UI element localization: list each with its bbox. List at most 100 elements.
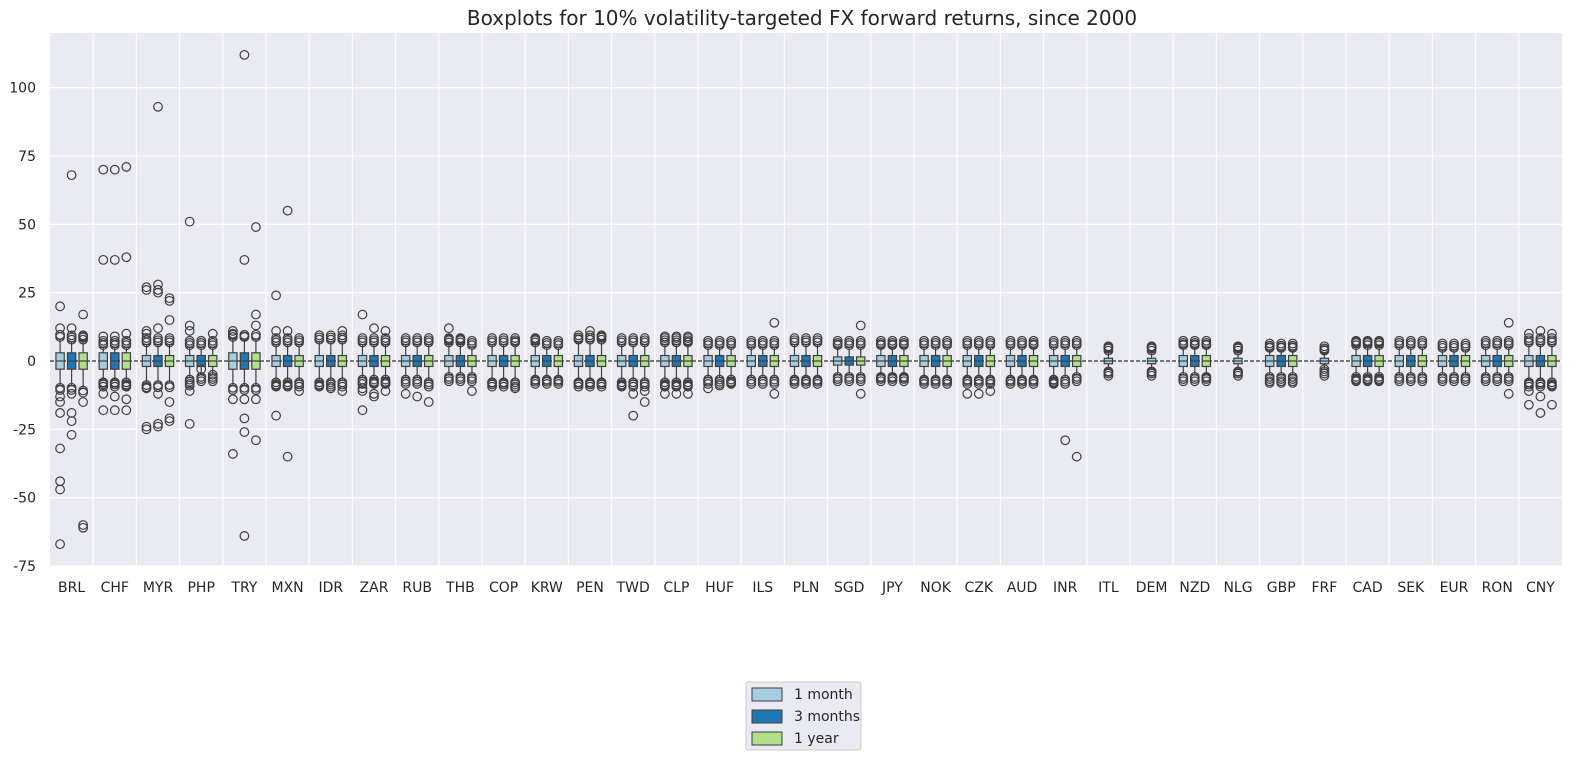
boxplot-RUB-1-month bbox=[400, 333, 411, 399]
outlier-point bbox=[875, 339, 886, 350]
outlier-point bbox=[962, 388, 973, 399]
outlier-point bbox=[1103, 342, 1114, 353]
outlier-point bbox=[196, 364, 207, 375]
x-tick-label: TRY bbox=[230, 580, 257, 596]
outlier-point bbox=[616, 333, 627, 343]
outlier-point bbox=[844, 335, 855, 346]
outlier-point bbox=[769, 379, 780, 389]
outlier-point bbox=[1201, 339, 1212, 350]
outlier-point bbox=[1523, 386, 1534, 396]
outlier-point bbox=[184, 320, 195, 331]
outlier-point bbox=[498, 377, 509, 388]
outlier-point bbox=[757, 379, 768, 389]
outlier-point bbox=[55, 329, 65, 340]
outlier-point bbox=[639, 397, 650, 407]
boxplot-CNY-1-year bbox=[1547, 328, 1557, 410]
boxplot-TRY-1-year bbox=[251, 222, 261, 446]
outlier-point bbox=[1374, 375, 1385, 386]
outlier-point bbox=[1523, 399, 1534, 410]
outlier-point bbox=[184, 326, 195, 336]
x-tick-label: CNY bbox=[1526, 580, 1555, 596]
outlier-point bbox=[930, 375, 941, 386]
outlier-point bbox=[1264, 377, 1275, 388]
outlier-point bbox=[585, 381, 595, 392]
outlier-point bbox=[227, 394, 238, 405]
outlier-point bbox=[314, 330, 325, 341]
outlier-point bbox=[769, 317, 780, 328]
boxplot-TWD-1-year bbox=[639, 333, 650, 407]
outlier-point bbox=[121, 252, 132, 263]
boxplot-PLN-1-year bbox=[812, 333, 823, 389]
x-tick-label: IDR bbox=[318, 580, 343, 596]
boxplot-RON-1-month bbox=[1480, 335, 1491, 387]
legend-label: 1 month bbox=[794, 687, 853, 703]
outlier-point bbox=[423, 381, 434, 392]
boxplot-CHF-3-months bbox=[109, 164, 120, 416]
outlier-point bbox=[812, 379, 823, 389]
outlier-point bbox=[1017, 379, 1027, 389]
outlier-point bbox=[1178, 335, 1189, 346]
x-tick-label: CAD bbox=[1353, 580, 1383, 596]
outlier-point bbox=[1460, 338, 1471, 349]
x-tick-label: NLG bbox=[1223, 580, 1252, 596]
x-tick-label: JPY bbox=[881, 580, 903, 596]
outlier-point bbox=[400, 379, 411, 389]
outlier-point bbox=[1394, 376, 1405, 387]
boxplot-MYR-1-month bbox=[141, 282, 152, 435]
outlier-point bbox=[553, 375, 564, 386]
grid-lines bbox=[50, 33, 1562, 567]
outlier-point bbox=[55, 301, 65, 312]
outlier-point bbox=[251, 329, 261, 340]
boxplot-NZD-3-months bbox=[1189, 335, 1200, 387]
outlier-point bbox=[1351, 375, 1361, 386]
outlier-point bbox=[239, 394, 250, 405]
outlier-point bbox=[271, 333, 281, 343]
outlier-point bbox=[357, 405, 368, 416]
outlier-point bbox=[66, 170, 77, 181]
boxplot-HUF-1-month bbox=[703, 335, 713, 394]
outlier-point bbox=[1071, 376, 1082, 387]
outlier-point bbox=[1535, 377, 1546, 388]
outlier-point bbox=[271, 290, 281, 301]
outlier-point bbox=[153, 418, 163, 429]
outlier-point bbox=[487, 381, 497, 392]
boxplot-SGD-1-year bbox=[855, 320, 866, 399]
outlier-point bbox=[875, 372, 886, 383]
outlier-point bbox=[412, 333, 423, 343]
outlier-point bbox=[1060, 379, 1071, 389]
boxplot-PHP-1-year bbox=[207, 328, 218, 387]
boxplot-ITL-1-month bbox=[1103, 341, 1114, 381]
y-tick-label: -25 bbox=[13, 422, 36, 438]
outlier-point bbox=[683, 336, 693, 347]
outlier-point bbox=[196, 335, 207, 346]
outlier-point bbox=[184, 380, 195, 391]
outlier-point bbox=[282, 451, 293, 462]
outlier-point bbox=[530, 375, 541, 386]
outlier-point bbox=[919, 379, 929, 389]
outlier-point bbox=[164, 293, 175, 304]
outlier-point bbox=[455, 334, 466, 345]
boxplot-INR-3-months bbox=[1060, 335, 1071, 446]
outlier-point bbox=[141, 326, 152, 336]
outlier-point bbox=[832, 376, 843, 387]
x-tick-label: EUR bbox=[1440, 580, 1469, 596]
outlier-point bbox=[184, 418, 195, 429]
outlier-point bbox=[66, 429, 77, 440]
outlier-point bbox=[1319, 341, 1330, 352]
boxplot-AUD-1-month bbox=[1005, 335, 1016, 389]
outlier-point bbox=[78, 309, 89, 320]
outlier-point bbox=[1005, 375, 1016, 386]
outlier-point bbox=[541, 335, 552, 346]
boxplot-KRW-1-month bbox=[530, 333, 541, 389]
boxplot-RON-1-year bbox=[1503, 317, 1514, 399]
boxplot-IDR-1-month bbox=[314, 330, 325, 392]
outlier-point bbox=[78, 331, 89, 342]
outlier-point bbox=[207, 369, 218, 380]
boxplot-CNY-1-month bbox=[1523, 328, 1534, 410]
outlier-point bbox=[541, 379, 552, 389]
x-tick-label: PLN bbox=[793, 580, 820, 596]
x-tick-label: HUF bbox=[705, 580, 734, 596]
outlier-point bbox=[1503, 376, 1514, 387]
outlier-point bbox=[930, 335, 941, 346]
outlier-point bbox=[443, 323, 454, 334]
